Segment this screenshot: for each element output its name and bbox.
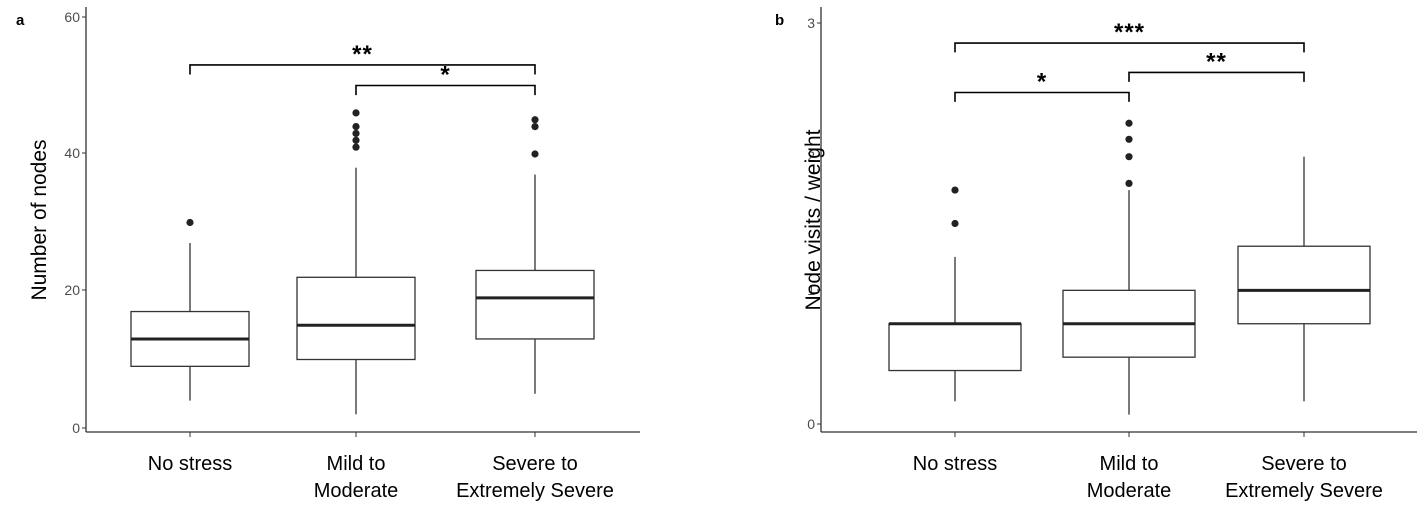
outlier-point	[531, 150, 539, 158]
box-1	[888, 186, 1022, 402]
bracket-line	[1128, 71, 1305, 82]
significance-bracket: *	[954, 69, 1130, 102]
significance-label: *	[440, 62, 450, 89]
y-tick-label: 40	[64, 145, 80, 161]
panel-label: b	[775, 12, 784, 29]
outlier-point	[1125, 153, 1133, 161]
box-iqr	[888, 323, 1022, 372]
significance-bracket: **	[189, 41, 536, 75]
box-iqr	[475, 269, 595, 340]
x-tick-label-line: Mild to	[327, 453, 386, 475]
outlier-point	[352, 136, 360, 144]
outlier-point	[1125, 119, 1133, 127]
x-tick-label: No stress	[913, 453, 997, 475]
y-tick-label: 1	[807, 282, 815, 298]
x-tick-label-line: Extremely Severe	[1225, 480, 1383, 502]
x-tick-label-line: Moderate	[314, 480, 399, 502]
outlier-point	[352, 109, 360, 117]
x-tick-label-line: No stress	[913, 453, 997, 475]
outlier-point	[951, 219, 959, 228]
significance-label: *	[1037, 69, 1047, 96]
box-iqr	[296, 276, 416, 361]
bracket-line	[954, 42, 1305, 53]
x-tick-label-line: Mild to	[1100, 453, 1159, 475]
x-tick-label: Severe to Extremely Severe	[456, 453, 614, 502]
significance-bracket: *	[355, 62, 536, 96]
outlier-point	[352, 129, 360, 138]
outlier-point	[531, 116, 539, 124]
outlier-point	[1125, 179, 1133, 187]
panel-label: a	[16, 12, 25, 29]
y-tick-label: 0	[807, 416, 815, 432]
y-tick-label: 60	[64, 9, 80, 25]
box-2	[296, 109, 416, 415]
significance-label: **	[1206, 48, 1227, 75]
box-iqr	[1237, 245, 1371, 325]
box-2	[1062, 119, 1196, 415]
significance-bracket: ***	[954, 19, 1305, 53]
x-tick-label: Severe to Extremely Severe	[1225, 453, 1383, 502]
y-tick-label: 0	[72, 420, 80, 436]
bracket-line	[355, 84, 536, 96]
box-3	[1237, 156, 1371, 402]
x-tick-label: Mild to Moderate	[1087, 453, 1172, 502]
x-tick-label: No stress	[148, 453, 232, 475]
outlier-point	[531, 123, 539, 131]
x-tick-label-line: Moderate	[1087, 480, 1172, 502]
x-tick-label-line: Extremely Severe	[456, 480, 614, 502]
outlier-point	[352, 143, 360, 151]
x-tick-label-line: Severe to	[1261, 453, 1347, 475]
y-tick-label: 20	[64, 282, 80, 298]
y-axis-title: Node visits / weight	[802, 129, 825, 310]
y-tick-label: 3	[807, 15, 815, 31]
y-axis-title: Number of nodes	[28, 139, 51, 300]
outlier-point	[951, 186, 959, 194]
outlier-point	[186, 218, 194, 227]
x-tick-label: Mild to Moderate	[314, 453, 399, 502]
significance-label: ***	[1114, 19, 1145, 46]
bracket-line	[189, 64, 536, 75]
box-1	[130, 218, 250, 401]
bracket-line	[954, 91, 1130, 102]
x-tick-label-line: Severe to	[492, 453, 578, 475]
y-tick-label: 2	[807, 148, 815, 164]
x-tick-label-line: No stress	[148, 453, 232, 475]
significance-label: **	[352, 41, 373, 68]
significance-bracket: **	[1128, 48, 1305, 82]
outlier-point	[1125, 135, 1133, 143]
box-3	[475, 116, 595, 394]
outlier-point	[352, 123, 360, 131]
panel-b: b 0 1 2 3 Node visits / weight No stress Mild t…	[775, 7, 1417, 502]
